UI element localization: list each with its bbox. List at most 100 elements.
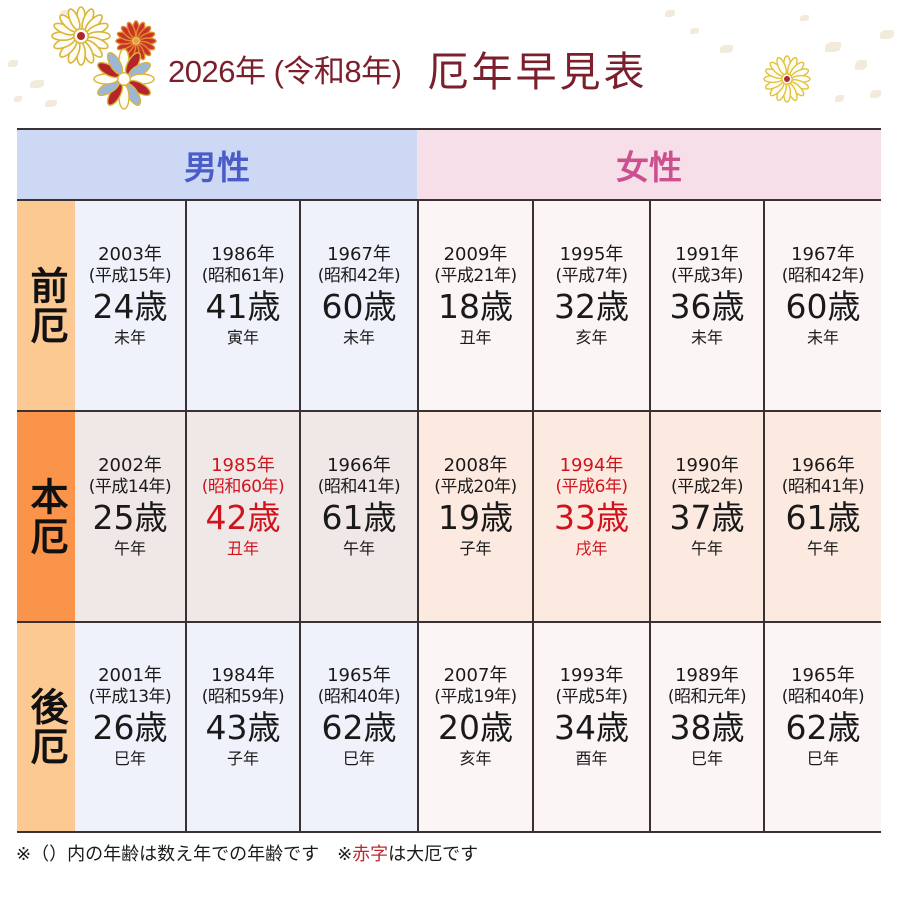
table-cell: 1965年 (昭和40年) 62歳 巳年 <box>299 622 417 832</box>
birth-year: 1965年 <box>791 665 855 686</box>
age: 60歳 <box>785 287 861 326</box>
table-bottom-border <box>17 831 881 833</box>
table-cell-taiyaku: 1994年 (平成6年) 33歳 戌年 <box>532 411 649 622</box>
zodiac: 子年 <box>226 749 259 768</box>
birth-year: 1989年 <box>675 665 739 686</box>
zodiac: 戌年 <box>575 538 608 558</box>
row-label-atoyaku: 後厄 <box>17 622 75 832</box>
birth-year: 1984年 <box>211 665 275 686</box>
era-year: (平成2年) <box>670 476 744 497</box>
table-cell-taiyaku: 1985年 (昭和60年) 42歳 丑年 <box>185 411 299 622</box>
era-year: (昭和41年) <box>317 476 401 497</box>
era-year: (昭和61年) <box>201 266 285 286</box>
birth-year: 1966年 <box>327 454 391 476</box>
birth-year: 1965年 <box>327 665 391 686</box>
zodiac: 午年 <box>342 538 375 558</box>
era-year: (平成6年) <box>555 476 628 497</box>
age: 62歳 <box>785 708 861 747</box>
era-year: (平成14年) <box>88 476 172 497</box>
era-year: (昭和42年) <box>317 266 401 286</box>
table-cell: 1966年 (昭和41年) 61歳 午年 <box>299 411 417 622</box>
era-year: (昭和42年) <box>781 266 865 286</box>
age: 33歳 <box>554 497 629 537</box>
footnote-red-text: 赤字 <box>352 844 389 865</box>
zodiac: 未年 <box>113 328 146 347</box>
table-cell: 1967年 (昭和42年) 60歳 未年 <box>299 201 417 411</box>
birth-year: 2007年 <box>443 665 508 686</box>
table-cell: 1989年 (昭和元年) 38歳 巳年 <box>649 622 763 832</box>
table-cell: 1967年 (昭和42年) 60歳 未年 <box>763 201 881 411</box>
era-year: (平成5年) <box>555 687 628 707</box>
age: 18歳 <box>438 287 513 326</box>
birth-year: 1993年 <box>559 665 624 686</box>
zodiac: 亥年 <box>575 328 608 347</box>
age: 37歳 <box>669 497 745 537</box>
table-cell: 2001年 (平成13年) 26歳 巳年 <box>75 622 185 832</box>
era-year: (平成13年) <box>88 687 172 707</box>
zodiac: 巳年 <box>113 749 146 768</box>
birth-year: 1986年 <box>211 244 275 265</box>
era-year: (平成7年) <box>555 266 628 286</box>
era-year: (昭和元年) <box>667 687 747 707</box>
birth-year: 1985年 <box>211 454 275 476</box>
chrysanthemum-icon <box>93 48 155 110</box>
age: 41歳 <box>205 287 281 326</box>
zodiac: 丑年 <box>226 538 259 558</box>
age: 60歳 <box>321 287 397 326</box>
zodiac: 亥年 <box>459 749 492 768</box>
row-label-honyaku: 本厄 <box>17 411 75 622</box>
birth-year: 2009年 <box>443 244 508 265</box>
zodiac: 未年 <box>342 328 375 347</box>
footnote-text: ※（）内の年齢は数え年での年齢です ※ <box>16 844 353 865</box>
era-year: (昭和41年) <box>781 476 865 497</box>
era-year: (平成3年) <box>670 266 744 286</box>
birth-year: 2008年 <box>443 454 508 476</box>
chrysanthemum-icon <box>763 55 811 103</box>
era-year: (昭和40年) <box>317 687 401 707</box>
table-cell: 1984年 (昭和59年) 43歳 子年 <box>185 622 299 832</box>
birth-year: 2003年 <box>98 244 162 265</box>
table-cell: 1965年 (昭和40年) 62歳 巳年 <box>763 622 881 832</box>
table-cell: 2009年 (平成21年) 18歳 丑年 <box>417 201 532 411</box>
age: 61歳 <box>785 497 861 537</box>
zodiac: 子年 <box>459 538 492 558</box>
era-year: (平成20年) <box>434 476 517 497</box>
birth-year: 1991年 <box>675 244 739 265</box>
zodiac: 午年 <box>806 538 839 558</box>
age: 25歳 <box>92 497 168 537</box>
footnote: ※（）内の年齢は数え年での年齢です ※赤字は大厄です <box>16 840 478 866</box>
header-female: 女性 <box>417 128 881 201</box>
title-year: 2026年 (令和8年) <box>168 53 402 89</box>
zodiac: 未年 <box>690 328 723 347</box>
age: 34歳 <box>554 708 629 747</box>
table-cell: 1990年 (平成2年) 37歳 午年 <box>649 411 763 622</box>
age: 38歳 <box>669 708 745 747</box>
yakudoshi-table: 男性 女性 前厄 本厄 後厄 2003年 (平成15年) 24歳 未年 1986… <box>17 128 881 833</box>
era-year: (平成19年) <box>434 687 517 707</box>
birth-year: 1967年 <box>791 244 855 265</box>
age: 42歳 <box>205 497 281 537</box>
birth-year: 1966年 <box>791 454 855 476</box>
birth-year: 1994年 <box>559 454 624 476</box>
age: 20歳 <box>438 708 513 747</box>
age: 61歳 <box>321 497 397 537</box>
era-year: (平成21年) <box>434 266 517 286</box>
age: 32歳 <box>554 287 629 326</box>
row-divider <box>17 410 881 412</box>
age: 62歳 <box>321 708 397 747</box>
zodiac: 巳年 <box>342 749 375 768</box>
age: 19歳 <box>438 497 513 537</box>
table-cell: 1995年 (平成7年) 32歳 亥年 <box>532 201 649 411</box>
birth-year: 1995年 <box>559 244 624 265</box>
zodiac: 巳年 <box>806 749 839 768</box>
page-title: 2026年 (令和8年) 厄年早見表 <box>168 40 647 96</box>
table-cell: 2003年 (平成15年) 24歳 未年 <box>75 201 185 411</box>
table-cell: 1993年 (平成5年) 34歳 酉年 <box>532 622 649 832</box>
table-cell: 2002年 (平成14年) 25歳 午年 <box>75 411 185 622</box>
era-year: (平成15年) <box>88 266 172 286</box>
era-year: (昭和60年) <box>201 476 285 497</box>
zodiac: 未年 <box>806 328 839 347</box>
chrysanthemum-icon <box>115 20 157 62</box>
zodiac: 巳年 <box>690 749 723 768</box>
chrysanthemum-icon <box>51 6 111 66</box>
